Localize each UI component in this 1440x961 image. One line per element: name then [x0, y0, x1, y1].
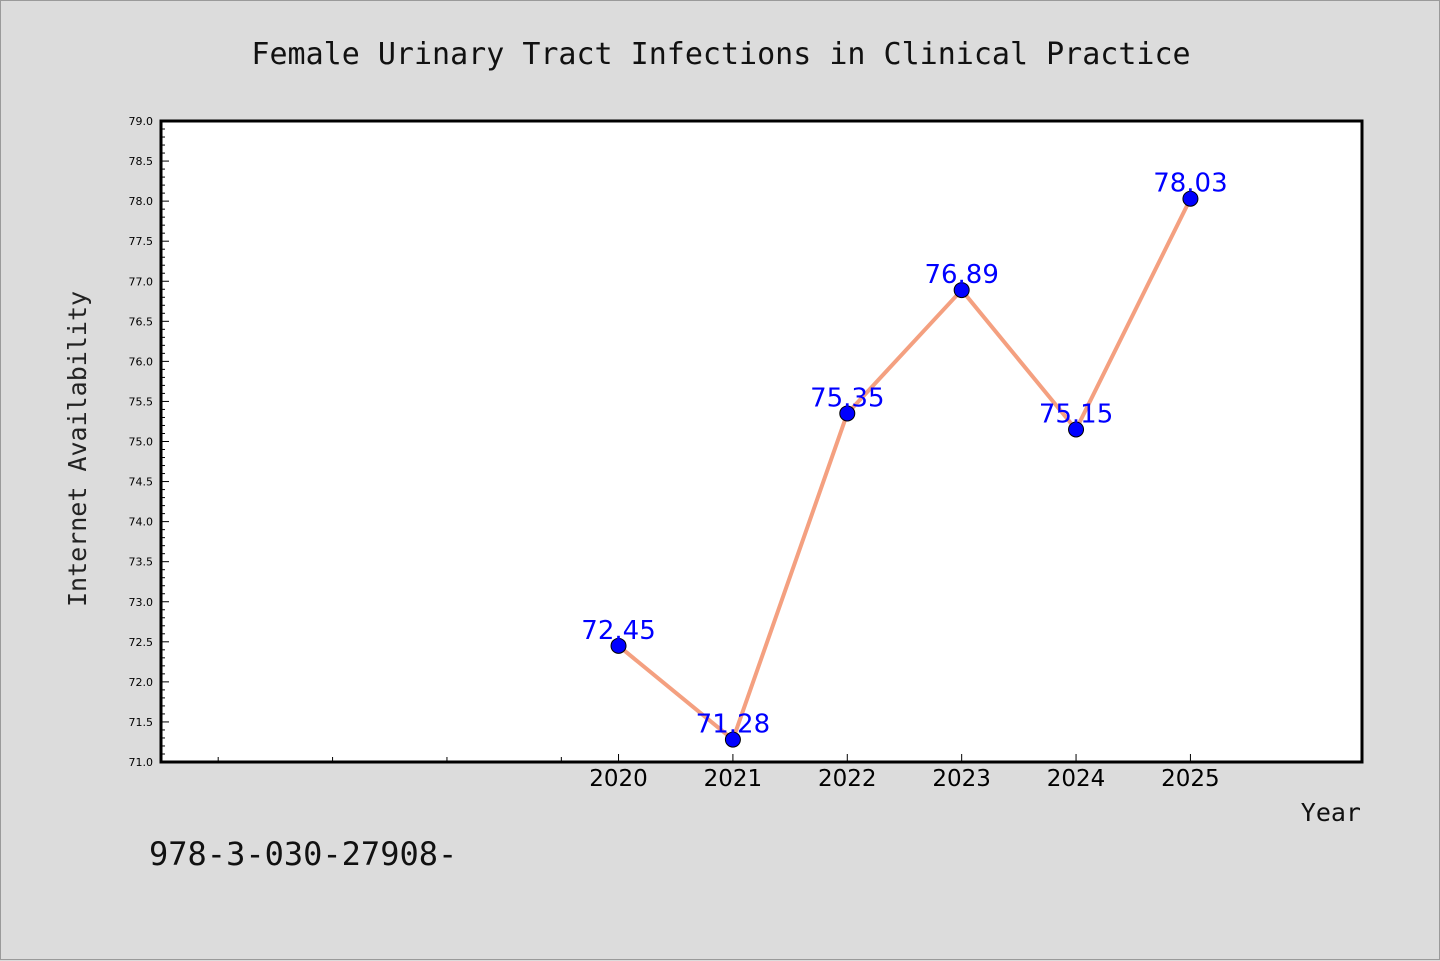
y-tick-label: 79.0	[129, 115, 154, 128]
y-tick-label: 75.5	[129, 395, 154, 408]
data-label: 75.15	[1039, 399, 1113, 429]
chart-title: Female Urinary Tract Infections in Clini…	[251, 37, 1190, 72]
y-tick-label: 78.5	[129, 155, 154, 168]
y-tick-label: 71.0	[129, 756, 154, 769]
y-axis-label: Internet Availability	[63, 291, 92, 607]
series-path	[617, 197, 1193, 742]
y-tick-label: 73.5	[129, 556, 154, 569]
y-tick-label: 76.0	[129, 355, 154, 368]
y-tick-label: 78.0	[129, 195, 154, 208]
data-point	[1068, 421, 1085, 438]
y-tick-label: 74.5	[129, 476, 154, 489]
data-label: 76.89	[924, 260, 998, 290]
data-point	[839, 405, 856, 422]
x-axis-ticks: 2020 2021 2022 2023 2024 2025	[217, 754, 1220, 792]
x-tick-label: 2024	[1047, 766, 1106, 792]
y-tick-label: 75.0	[129, 436, 154, 449]
series-line	[617, 197, 1193, 742]
y-tick-label: 72.5	[129, 636, 154, 649]
x-tick-label: 2022	[818, 766, 877, 792]
x-tick-label: 2021	[704, 766, 763, 792]
y-tick-label: 72.0	[129, 676, 154, 689]
data-point	[953, 282, 970, 299]
data-label: 71.28	[696, 710, 770, 740]
data-point	[610, 637, 627, 654]
x-tick-label: 2025	[1161, 766, 1220, 792]
y-tick-label: 71.5	[129, 716, 154, 729]
y-axis-ticks: 71.0 71.5 72.0 72.5 73.0 73.5 74.0 74.5 75.0 75.5…	[129, 115, 169, 769]
x-tick-label: 2020	[589, 766, 648, 792]
data-label: 75.35	[810, 383, 884, 413]
x-axis-label: Year	[1301, 798, 1361, 827]
y-tick-label: 73.0	[129, 596, 154, 609]
series-markers	[610, 190, 1199, 748]
y-tick-label: 76.5	[129, 315, 154, 328]
plot-frame	[159, 119, 1364, 764]
data-point	[1182, 190, 1199, 207]
data-labels: 72.45 71.28 75.35 76.89 75.15 78.03	[581, 169, 1227, 740]
data-label: 78.03	[1153, 169, 1227, 199]
footer-text: 978-3-030-27908-	[149, 835, 457, 873]
y-tick-label: 74.0	[129, 516, 154, 529]
data-point	[724, 731, 741, 748]
y-tick-label: 77.5	[129, 235, 154, 248]
x-tick-label: 2023	[932, 766, 991, 792]
y-tick-label: 77.0	[129, 275, 154, 288]
data-label: 72.45	[581, 616, 655, 646]
